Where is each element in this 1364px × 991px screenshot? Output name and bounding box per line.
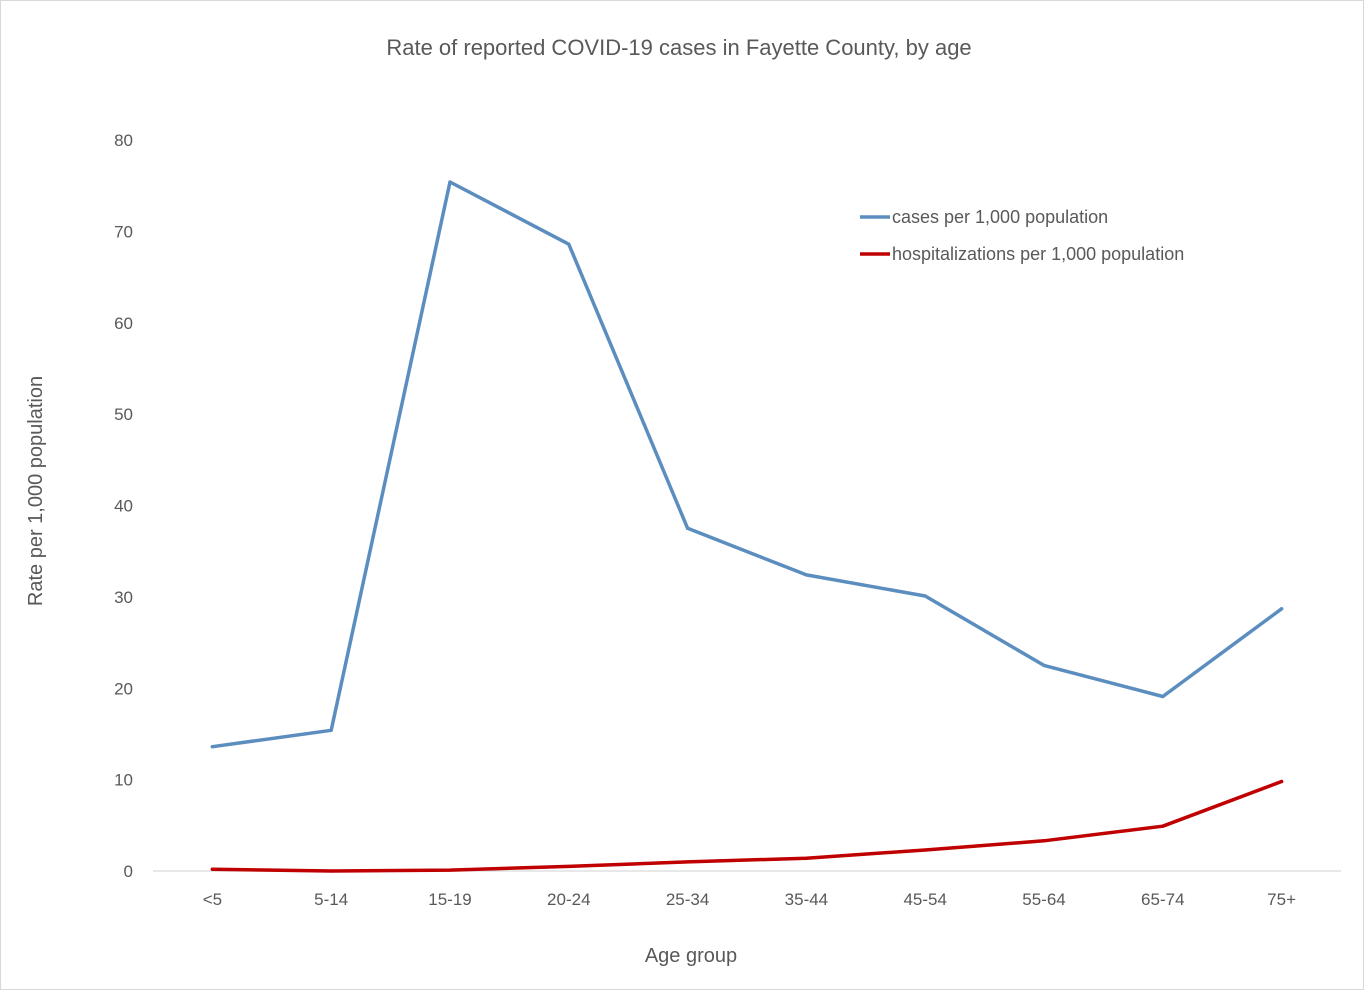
x-tick-label: 25-34: [666, 890, 709, 909]
series-0-point: [567, 242, 571, 246]
x-axis-ticks: <5 5-14 15-19 20-24 25-34 35-44 45-54 55-64 65-7…: [203, 890, 1296, 909]
legend: cases per 1,000 population hospitalizati…: [860, 207, 1184, 264]
y-tick-label: 20: [114, 679, 133, 698]
series-layer: [210, 180, 1284, 873]
y-tick-label: 30: [114, 588, 133, 607]
x-tick-label: <5: [203, 890, 222, 909]
x-tick-label: 35-44: [785, 890, 828, 909]
series-1-point: [923, 848, 927, 852]
legend-label-cases: cases per 1,000 population: [892, 207, 1108, 227]
series-line-0: [210, 180, 1284, 749]
chart-title: Rate of reported COVID-19 cases in Fayet…: [386, 35, 971, 60]
x-tick-label: 5-14: [314, 890, 348, 909]
series-0-point: [448, 180, 452, 184]
series-1-point: [804, 856, 809, 860]
y-axis-title: Rate per 1,000 population: [25, 376, 47, 606]
series-1-point: [448, 868, 452, 872]
x-tick-label: 15-19: [428, 890, 471, 909]
series-0-point: [1161, 694, 1165, 699]
series-1-point: [210, 867, 214, 871]
x-tick-label: 65-74: [1141, 890, 1184, 909]
legend-label-hospitalizations: hospitalizations per 1,000 population: [892, 244, 1184, 264]
series-0-point: [329, 728, 333, 732]
series-1-point: [567, 864, 571, 869]
x-tick-label: 55-64: [1022, 890, 1065, 909]
y-axis-ticks: 0 10 20 30 40 50 60 70 80: [114, 131, 133, 881]
series-1-point: [686, 860, 690, 864]
series-0-point: [210, 745, 214, 749]
x-tick-label: 20-24: [547, 890, 590, 909]
series-0-point: [923, 594, 927, 598]
series-0-point: [1280, 607, 1284, 611]
series-1-point: [1042, 839, 1046, 843]
y-tick-label: 80: [114, 131, 133, 150]
x-axis-title: Age group: [645, 945, 737, 967]
y-tick-label: 70: [114, 222, 133, 241]
series-0-point: [686, 526, 690, 530]
x-tick-label: 75+: [1267, 890, 1296, 909]
series-1-point: [1280, 779, 1284, 784]
y-tick-label: 10: [114, 771, 133, 790]
series-line-1: [210, 779, 1284, 873]
series-0-point: [804, 573, 809, 577]
series-1-point: [1161, 824, 1165, 828]
y-tick-label: 0: [124, 862, 133, 881]
x-tick-label: 45-54: [903, 890, 946, 909]
y-tick-label: 50: [114, 405, 133, 424]
series-1-point: [329, 869, 333, 873]
y-tick-label: 40: [114, 497, 133, 516]
series-0-point: [1042, 663, 1046, 668]
y-tick-label: 60: [114, 314, 133, 333]
